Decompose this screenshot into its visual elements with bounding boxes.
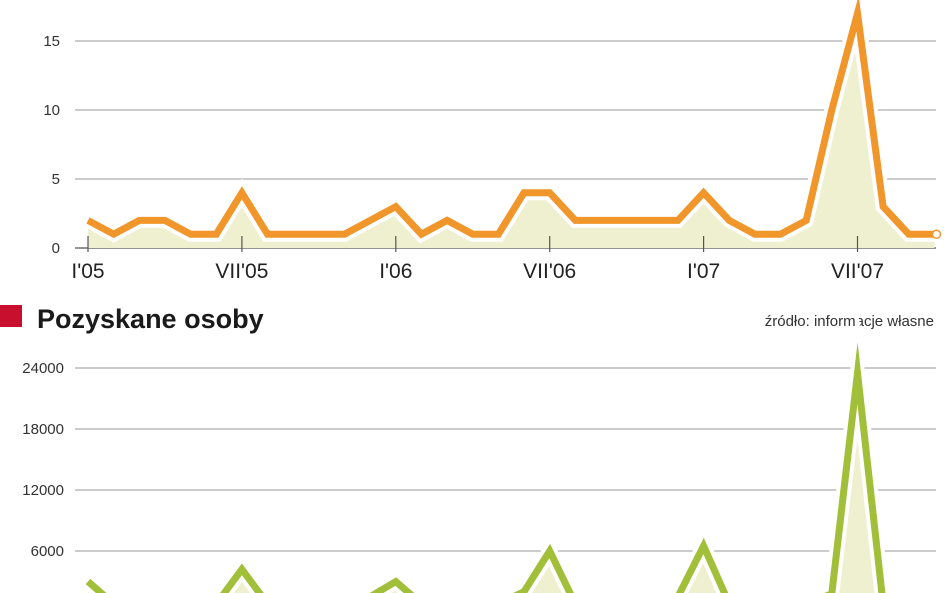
top-line bbox=[86, 0, 935, 239]
top-x-tick-label: VII'06 bbox=[523, 260, 576, 283]
bottom-y-tick-label: 24000 bbox=[22, 360, 64, 377]
bottom-line-halo bbox=[80, 306, 890, 593]
bottom-line bbox=[85, 342, 886, 593]
top-x-tick-label: VII'05 bbox=[215, 260, 268, 283]
top-x-tick-label: I'05 bbox=[71, 260, 104, 283]
top-y-tick-label: 5 bbox=[52, 171, 60, 188]
top-y-tick-label: 15 bbox=[43, 33, 60, 50]
heading-title: Pozyskane osoby bbox=[37, 304, 264, 334]
top-line-chart: 0 5 10 15 I'05 VII'05 I'06 VII'06 I'07 VII'07 bbox=[43, 0, 942, 283]
top-x-tick-label: I'06 bbox=[379, 260, 412, 283]
top-x-tick-label: I'07 bbox=[687, 260, 720, 283]
chart-heading: Pozyskane osoby źródło: informacje własn… bbox=[0, 304, 934, 334]
top-x-tick-label: VII'07 bbox=[831, 260, 884, 283]
source-note: źródło: informacje własne bbox=[765, 313, 934, 330]
bottom-y-tick-label: 18000 bbox=[22, 421, 64, 438]
bottom-area bbox=[88, 373, 882, 593]
bottom-y-tick-label: 12000 bbox=[22, 482, 64, 499]
heading-marker bbox=[0, 305, 22, 327]
top-area bbox=[88, 13, 935, 249]
top-y-tick-label: 0 bbox=[52, 240, 60, 257]
bottom-y-tick-label: 6000 bbox=[31, 543, 64, 560]
bottom-line-chart: 6000 12000 18000 24000 bbox=[22, 306, 936, 593]
top-end-marker bbox=[931, 229, 942, 239]
top-y-tick-label: 10 bbox=[43, 102, 60, 119]
